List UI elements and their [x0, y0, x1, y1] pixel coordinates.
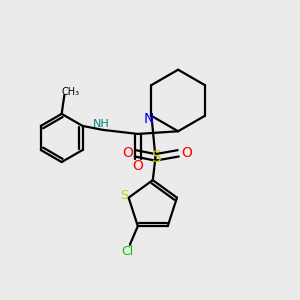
- Text: CH₃: CH₃: [62, 87, 80, 98]
- Text: O: O: [122, 146, 133, 160]
- Text: S: S: [120, 189, 128, 202]
- Text: S: S: [152, 150, 162, 165]
- Text: O: O: [133, 159, 143, 173]
- Text: NH: NH: [93, 119, 110, 129]
- Text: O: O: [181, 146, 192, 160]
- Text: N: N: [144, 112, 154, 125]
- Text: Cl: Cl: [121, 245, 133, 258]
